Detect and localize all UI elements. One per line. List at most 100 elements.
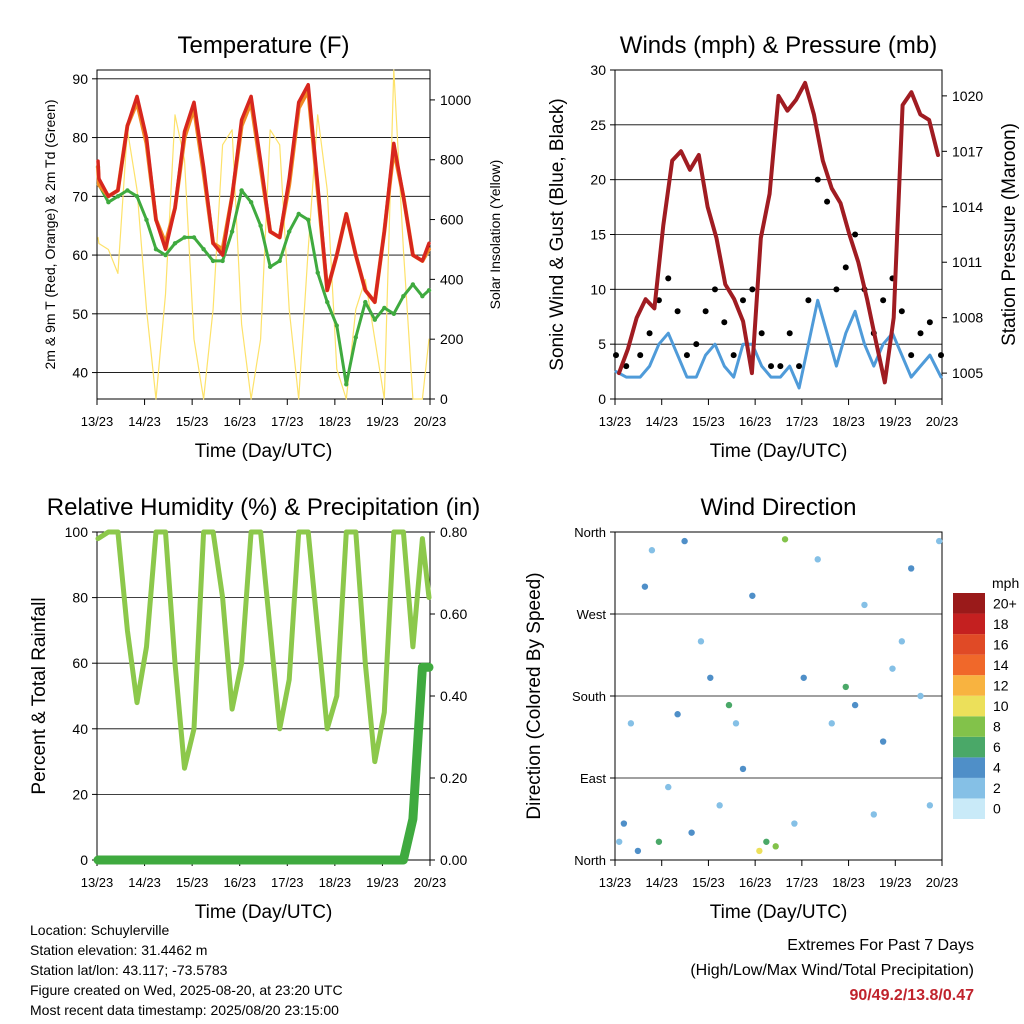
direction-point [749, 592, 756, 599]
y-axis-title: Sonic Wind & Gust (Blue, Black) [547, 98, 568, 370]
colorbar-swatch [953, 736, 985, 758]
gust-point [613, 352, 619, 359]
colorbar-swatch [953, 716, 985, 737]
dewpoint-point [153, 246, 159, 252]
dewpoint-point [191, 235, 197, 240]
gust-point [665, 275, 672, 282]
direction-point [898, 638, 906, 645]
colorbar-swatch [953, 675, 985, 696]
plot-frame [96, 69, 431, 400]
y-tick-label: 50 [72, 306, 88, 322]
gust-point [926, 319, 933, 326]
y2-tick-label: 0.20 [440, 770, 467, 786]
colorbar-label: 20+ [993, 595, 1017, 611]
dewpoint-point [229, 229, 235, 234]
x-tick-label: 13/23 [599, 414, 632, 429]
direction-point [791, 820, 798, 827]
gust-point [833, 286, 840, 293]
y2-tick-label: 1014 [952, 199, 983, 215]
direction-point [842, 683, 849, 691]
y2-tick-label: 200 [440, 331, 464, 347]
y2-tick-label: 0.80 [440, 524, 467, 540]
colorbar-label: 10 [993, 698, 1009, 714]
gust-point [852, 231, 859, 238]
y-tick-label: 10 [590, 281, 606, 297]
colorbar-label: 2 [993, 780, 1001, 796]
direction-point [697, 638, 705, 645]
dewpoint-point [391, 311, 397, 317]
dewpoint-point [334, 323, 339, 328]
dewpoint-point [372, 317, 378, 322]
colorbar-swatch [953, 654, 985, 676]
direction-point [641, 583, 649, 590]
y-tick-label: 40 [72, 365, 88, 381]
dewpoint-point [277, 258, 282, 264]
dewpoint-point [267, 264, 273, 270]
y-axis-title: Percent & Total Rainfall [29, 597, 50, 794]
gust-point [702, 308, 709, 315]
x-tick-label: 20/23 [414, 875, 447, 890]
direction-point [756, 847, 763, 855]
gust-point [842, 264, 849, 271]
x-tick-label: 16/23 [223, 414, 256, 429]
x-tick-label: 18/23 [832, 875, 865, 890]
gust-point [623, 363, 630, 370]
dewpoint-point [163, 252, 168, 258]
chart-title: Relative Humidity (%) & Precipitation (i… [47, 494, 480, 521]
dewpoint-point [248, 199, 254, 205]
direction-point [634, 847, 642, 855]
direction-point [707, 674, 714, 681]
colorbar-label: 14 [993, 657, 1009, 673]
x-tick-label: 14/23 [128, 414, 161, 429]
direction-point [828, 720, 835, 727]
y2-tick-label: 800 [440, 152, 464, 168]
direction-point [870, 811, 877, 818]
figure-created: Figure created on Wed, 2025-08-20, at 23… [30, 982, 343, 998]
colorbar-label: 8 [993, 719, 1001, 735]
y-axis-title: Direction (Colored By Speed) [524, 572, 545, 819]
x-tick-label: 16/23 [739, 875, 772, 890]
x-tick-label: 16/23 [223, 875, 256, 890]
y-tick-label: 90 [72, 71, 88, 87]
chart-title: Temperature (F) [177, 32, 349, 59]
direction-point [648, 547, 656, 554]
x-axis-title: Time (Day/UTC) [195, 441, 333, 462]
dewpoint-point [115, 194, 121, 199]
gust-point [730, 352, 737, 359]
dewpoint-point [172, 241, 178, 246]
colorbar-label: 12 [993, 677, 1009, 693]
dewpoint-point [426, 288, 432, 293]
gust-point [674, 308, 681, 315]
x-tick-label: 13/23 [599, 875, 632, 890]
direction-point [814, 556, 821, 563]
x-tick-label: 13/23 [81, 875, 114, 890]
dewpoint-point [258, 223, 263, 228]
series-insolation-line [97, 69, 430, 400]
panel-4: Wind Direction Time (Day/UTC) 13/23 14/23 15… [524, 494, 1019, 923]
y-tick-label: 15 [590, 227, 606, 243]
y-tick-label: 25 [590, 117, 606, 133]
chart-title: Wind Direction [700, 494, 856, 521]
direction-point [879, 738, 887, 745]
direction-point [627, 720, 635, 727]
y2-tick-label: 600 [440, 212, 464, 228]
x-axis-title: Time (Day/UTC) [710, 441, 848, 462]
direction-point [935, 537, 943, 545]
dewpoint-point [363, 299, 368, 305]
direction-point [674, 711, 681, 718]
extremes-heading: Extremes For Past 7 Days [787, 937, 974, 954]
y-tick-label: West [577, 607, 607, 622]
direction-point [772, 843, 779, 850]
series-2m-temp-line [96, 82, 431, 304]
series-pressure-line [617, 80, 940, 385]
colorbar-swatch [953, 634, 985, 655]
dewpoint-point [210, 258, 216, 264]
direction-point [665, 783, 672, 791]
gust-point [683, 352, 690, 359]
dewpoint-point [144, 217, 149, 223]
dewpoint-point [353, 335, 358, 340]
dewpoint-point [306, 217, 311, 223]
y-tick-label: 60 [72, 247, 88, 263]
dewpoint-point [286, 229, 292, 234]
gust-point [739, 297, 746, 304]
